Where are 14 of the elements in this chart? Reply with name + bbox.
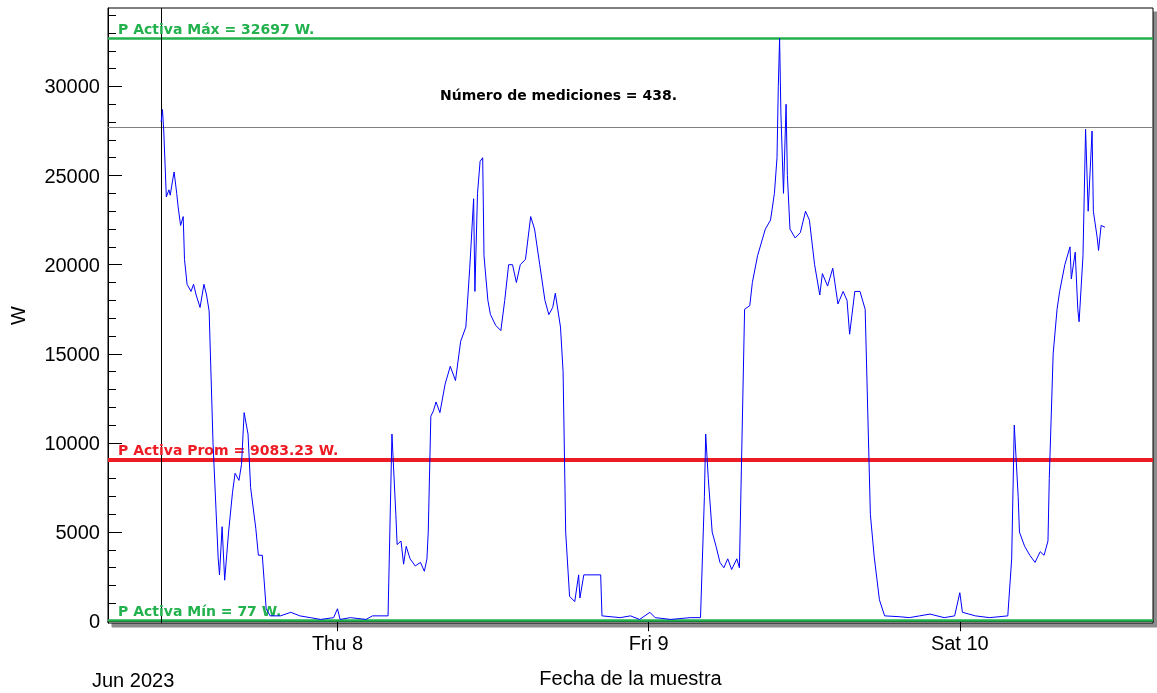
y-tick-label: 15000 xyxy=(44,342,100,365)
y-tick-label: 10000 xyxy=(44,431,100,454)
annotation: Número de mediciones = 438. xyxy=(440,87,677,103)
y-tick-label: 30000 xyxy=(44,75,100,98)
y-axis-title: W xyxy=(7,305,29,325)
x-tick-label: Sat 10 xyxy=(930,632,989,654)
text: Jun 2023 xyxy=(92,669,175,691)
x-tick-label: Fri 9 xyxy=(628,632,669,654)
y-tick-label: 20000 xyxy=(44,253,100,276)
y-tick-label: 25000 xyxy=(44,164,100,187)
y-tick-label: 5000 xyxy=(55,521,100,544)
x-tick-label: Thu 8 xyxy=(311,632,364,654)
x-axis-title: Fecha de la muestra xyxy=(539,667,723,689)
y-tick-label: 0 xyxy=(88,610,100,633)
